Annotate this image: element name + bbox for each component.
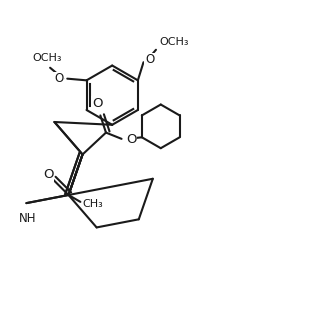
- Text: O: O: [54, 72, 63, 85]
- Text: CH₃: CH₃: [83, 199, 103, 209]
- Text: O: O: [145, 53, 154, 66]
- Text: OCH₃: OCH₃: [160, 37, 189, 47]
- Text: NH: NH: [19, 212, 37, 225]
- Text: O: O: [92, 97, 102, 110]
- Text: OCH₃: OCH₃: [32, 53, 62, 63]
- Text: O: O: [126, 133, 136, 146]
- Text: O: O: [43, 168, 53, 181]
